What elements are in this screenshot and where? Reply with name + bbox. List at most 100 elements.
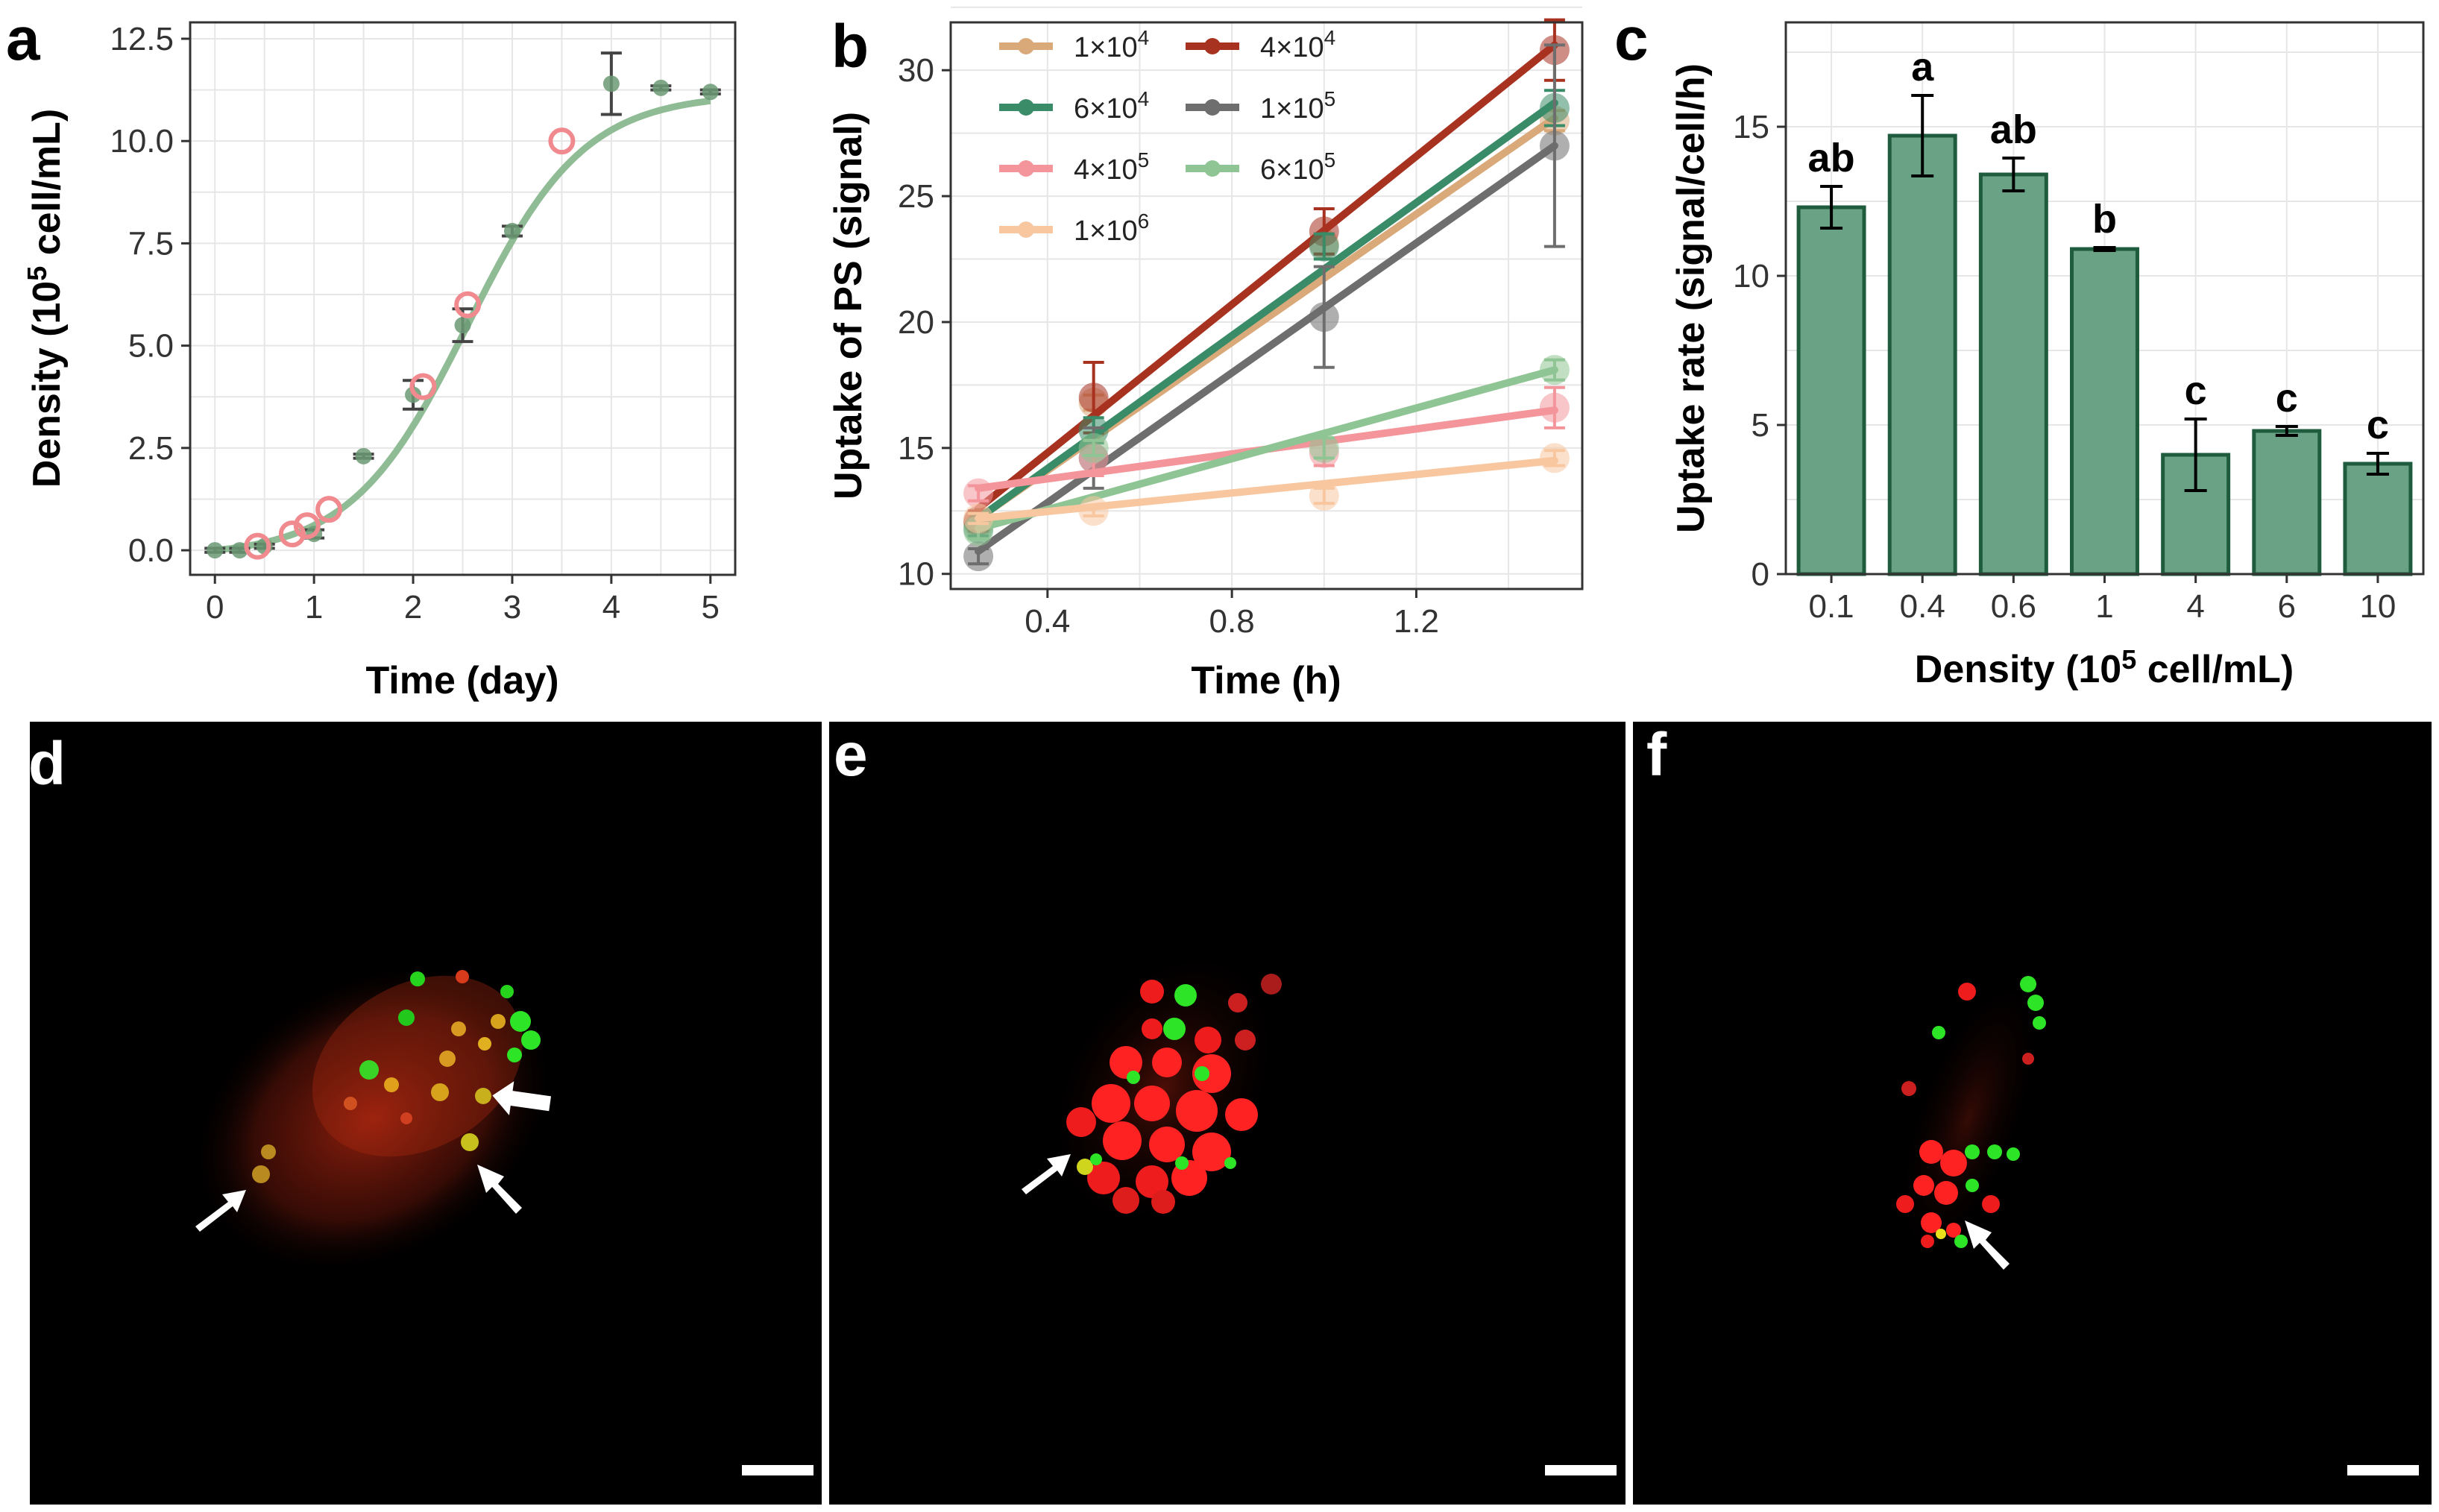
x-tick-label: 0 xyxy=(206,589,224,626)
x-tick-label: 0.1 xyxy=(1808,588,1854,625)
legend-label: 6×105 xyxy=(1260,148,1335,186)
data-point xyxy=(963,541,994,572)
legend-item: 6×104 xyxy=(999,87,1149,125)
data-point xyxy=(702,84,719,101)
panel-f-cell xyxy=(1893,970,2046,1267)
y-tick-label: 30 xyxy=(898,52,934,89)
legend-label-base: 6×10 xyxy=(1260,154,1324,186)
legend-label-exponent: 4 xyxy=(1138,26,1150,49)
panel-a-frame xyxy=(189,21,737,576)
series-fit-line xyxy=(975,366,1558,532)
series-fit-line xyxy=(975,99,1558,523)
panel-a-x-axis-title: Time (day) xyxy=(365,659,558,702)
panel-letter-f: f xyxy=(1646,721,1667,789)
panel-a-grid xyxy=(190,22,735,575)
legend-swatch-point xyxy=(1018,99,1034,116)
legend-label-exponent: 4 xyxy=(1324,26,1336,49)
panel-c-uptake-rate-bars: c ab a ab b c c c 0 5 10 15 0.1 0.4 0.6 1 4 6 10 Density… xyxy=(1614,5,2425,691)
data-point xyxy=(454,317,471,334)
data-point xyxy=(1309,302,1339,333)
legend-swatch-point xyxy=(1204,99,1221,116)
legend-label: 1×104 xyxy=(1074,26,1149,63)
legend-label-base: 4×10 xyxy=(1074,154,1138,186)
data-point xyxy=(1309,231,1339,262)
legend-label-exponent: 5 xyxy=(1138,148,1150,171)
bar xyxy=(1978,172,2048,576)
legend-swatch-point xyxy=(1204,38,1221,54)
x-tick-label: 6 xyxy=(2278,588,2296,625)
y-tick-label: 25 xyxy=(898,178,934,215)
data-point xyxy=(355,447,372,464)
x-tick-label: 4 xyxy=(602,589,620,626)
legend-swatch-point xyxy=(1018,221,1034,238)
legend-item: 1×104 xyxy=(999,26,1149,63)
significance-letter: ab xyxy=(1808,136,1855,180)
panel-e-micrograph: e xyxy=(829,721,1626,1505)
legend-item: 1×105 xyxy=(1186,87,1335,125)
x-tick-label: 2 xyxy=(404,589,422,626)
x-tick-label: 3 xyxy=(503,589,521,626)
legend-label-exponent: 4 xyxy=(1138,87,1150,110)
arrow-icon xyxy=(1022,1154,1071,1194)
bar xyxy=(2343,462,2413,576)
data-point xyxy=(652,79,670,96)
y-tick-label: 12.5 xyxy=(110,21,174,57)
data-point xyxy=(1078,496,1109,526)
arrow-icon xyxy=(492,1081,552,1115)
panel-f-micrograph: f xyxy=(1633,721,2432,1505)
significance-letter: ab xyxy=(1990,107,2037,152)
arrow-icon xyxy=(477,1165,522,1214)
x-tick-label: 10 xyxy=(2359,588,2396,625)
highlight-point xyxy=(278,520,306,548)
x-tick-label: 0.6 xyxy=(1991,588,2036,625)
panel-d-cell xyxy=(190,962,556,1275)
x-tick-label: 4 xyxy=(2186,588,2204,625)
scale-bar xyxy=(742,1465,813,1475)
x-tick-label: 1 xyxy=(305,589,323,626)
data-point xyxy=(207,542,224,559)
scale-bar xyxy=(1545,1465,1617,1475)
significance-letter: a xyxy=(1911,45,1934,89)
legend-label-base: 1×10 xyxy=(1260,93,1324,125)
panel-c-ticks: 0 5 10 15 0.1 0.4 0.6 1 4 6 10 xyxy=(1733,109,2396,625)
y-tick-label: 0.0 xyxy=(128,532,174,569)
highlight-point xyxy=(293,512,321,540)
bar xyxy=(2252,429,2322,576)
panel-d-micrograph: d xyxy=(28,722,822,1505)
x-tick-label: 0.4 xyxy=(1025,603,1070,640)
data-point xyxy=(1078,382,1109,413)
panel-a-y-axis-title: Density (105 cell/mL) xyxy=(22,109,69,488)
panel-a-density-curve: a 0 1 2 3 4 50.02.55.07.510.012.5 Time (day) … xyxy=(6,5,737,702)
y-tick-label: 10 xyxy=(1733,258,1769,294)
data-point xyxy=(1539,355,1570,385)
series-6 xyxy=(963,443,1570,534)
data-point xyxy=(1539,130,1570,161)
legend-swatch-point xyxy=(1018,160,1034,177)
panel-letter-a: a xyxy=(6,5,41,73)
legend-label-exponent: 5 xyxy=(1324,148,1336,171)
legend-label: 6×104 xyxy=(1074,87,1149,125)
panel-b-y-axis-title: Uptake of PS (signal) xyxy=(827,112,870,500)
series-fit-line xyxy=(975,456,1558,523)
y-tick-label: 7.5 xyxy=(128,225,174,262)
y-tick-label: 5.0 xyxy=(128,328,174,365)
x-tick-label: 0.8 xyxy=(1209,603,1255,640)
y-tick-label: 10.0 xyxy=(110,123,174,160)
series-fit-line xyxy=(975,41,1558,512)
data-point xyxy=(963,478,994,508)
legend-item: 4×105 xyxy=(999,148,1149,186)
y-tick-label: 5 xyxy=(1752,407,1769,444)
significance-letter: c xyxy=(2185,368,2207,413)
legend-label: 1×105 xyxy=(1260,87,1335,125)
legend-label-exponent: 5 xyxy=(1324,87,1336,110)
legend-label: 4×105 xyxy=(1074,148,1149,186)
arrow-icon xyxy=(195,1190,246,1232)
series-fit-line xyxy=(975,142,1558,555)
data-point xyxy=(1309,481,1339,511)
panel-b-ticks: 0.4 0.8 1.2 10 15 20 25 30 xyxy=(898,52,1439,640)
legend-label-exponent: 6 xyxy=(1138,210,1150,233)
y-tick-label: 2.5 xyxy=(128,430,174,467)
highlight-point xyxy=(548,127,576,155)
bar xyxy=(1796,205,1866,576)
